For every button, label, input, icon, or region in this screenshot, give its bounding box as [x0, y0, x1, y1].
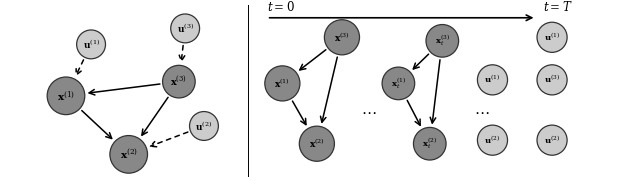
Text: $\mathbf{x}_t^{(2)}$: $\mathbf{x}_t^{(2)}$ — [422, 136, 437, 151]
Text: $\mathbf{u}^{(1)}$: $\mathbf{u}^{(1)}$ — [484, 74, 500, 85]
Ellipse shape — [265, 66, 300, 101]
Text: $\mathbf{u}^{(3)}$: $\mathbf{u}^{(3)}$ — [544, 74, 560, 85]
Ellipse shape — [413, 127, 446, 160]
Ellipse shape — [300, 126, 335, 161]
Text: $\mathbf{u}^{(2)}$: $\mathbf{u}^{(2)}$ — [195, 119, 212, 132]
Ellipse shape — [163, 65, 195, 98]
Text: $\mathbf{x}_t^{(1)}$: $\mathbf{x}_t^{(1)}$ — [391, 76, 406, 91]
Ellipse shape — [426, 25, 459, 57]
Text: $\mathbf{x}^{(2)}$: $\mathbf{x}^{(2)}$ — [120, 148, 138, 161]
Ellipse shape — [324, 20, 360, 55]
Text: $\mathbf{x}^{(1)}$: $\mathbf{x}^{(1)}$ — [275, 77, 291, 90]
Text: $\mathbf{u}^{(1)}$: $\mathbf{u}^{(1)}$ — [544, 32, 560, 43]
Text: $\mathbf{x}^{(2)}$: $\mathbf{x}^{(2)}$ — [309, 137, 325, 150]
Text: $t = T$: $t = T$ — [543, 0, 572, 14]
Ellipse shape — [537, 22, 567, 52]
Ellipse shape — [537, 65, 567, 95]
Text: $\mathbf{x}^{(3)}$: $\mathbf{x}^{(3)}$ — [170, 75, 188, 88]
Text: $\mathbf{x}^{(1)}$: $\mathbf{x}^{(1)}$ — [57, 89, 75, 103]
Text: $\mathbf{u}^{(3)}$: $\mathbf{u}^{(3)}$ — [177, 22, 194, 35]
Text: $\cdots$: $\cdots$ — [361, 104, 377, 119]
Text: $\cdots$: $\cdots$ — [474, 104, 490, 119]
Ellipse shape — [382, 67, 415, 100]
Text: $t = 0$: $t = 0$ — [267, 0, 294, 14]
Text: $\mathbf{x}^{(3)}$: $\mathbf{x}^{(3)}$ — [334, 31, 350, 44]
Ellipse shape — [477, 65, 508, 95]
Ellipse shape — [77, 30, 106, 59]
Text: $\mathbf{u}^{(2)}$: $\mathbf{u}^{(2)}$ — [544, 135, 560, 146]
Text: $\mathbf{u}^{(2)}$: $\mathbf{u}^{(2)}$ — [484, 135, 500, 146]
Text: $\mathbf{u}^{(1)}$: $\mathbf{u}^{(1)}$ — [83, 38, 100, 51]
Ellipse shape — [189, 111, 218, 140]
Ellipse shape — [110, 136, 148, 173]
Ellipse shape — [477, 125, 508, 155]
Ellipse shape — [537, 125, 567, 155]
Ellipse shape — [171, 14, 200, 43]
Text: $\mathbf{x}_t^{(3)}$: $\mathbf{x}_t^{(3)}$ — [435, 33, 450, 48]
Ellipse shape — [47, 77, 85, 115]
